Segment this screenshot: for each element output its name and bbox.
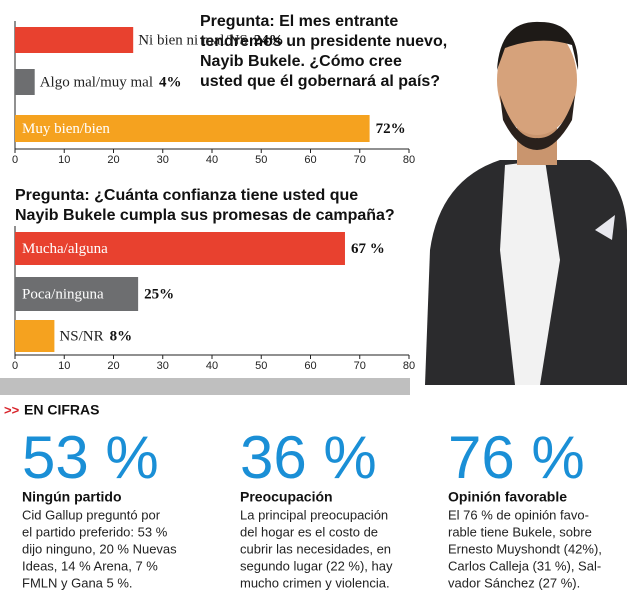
- category-label: Algo mal/muy mal: [40, 74, 153, 90]
- x-tick-label: 30: [157, 360, 169, 372]
- value-label: 25%: [144, 286, 174, 302]
- stat-figure: 53 %: [22, 424, 159, 491]
- x-tick-label: 10: [58, 154, 70, 166]
- x-tick-label: 10: [58, 360, 70, 372]
- x-tick-label: 0: [12, 360, 18, 372]
- stat-text: Ideas, 14 % Arena, 7 %: [22, 558, 158, 573]
- stat-text: La principal preocupación: [240, 507, 388, 522]
- bar: [15, 69, 35, 95]
- x-tick-label: 20: [107, 154, 119, 166]
- stat-text: Ernesto Muyshondt (42%),: [448, 541, 602, 556]
- stat-text: vador Sánchez (27 %).: [448, 575, 580, 590]
- stat-text: segundo lugar (22 %), hay: [240, 558, 393, 573]
- x-tick-label: 80: [403, 154, 415, 166]
- x-tick-label: 50: [255, 360, 267, 372]
- x-tick-label: 60: [304, 360, 316, 372]
- stat-heading: Preocupación: [240, 489, 333, 505]
- x-tick-label: 60: [304, 154, 316, 166]
- x-tick-label: 40: [206, 154, 218, 166]
- category-label: Muy bien/bien: [22, 121, 110, 137]
- stat-text: El 76 % de opinión favo-: [448, 507, 589, 522]
- x-tick-label: 70: [354, 360, 366, 372]
- stat-figure: 36 %: [240, 424, 377, 491]
- chart-title: tendremos un presidente nuevo,: [200, 33, 447, 50]
- category-label: Poca/ninguna: [22, 286, 104, 302]
- x-tick-label: 80: [403, 360, 415, 372]
- category-label: NS/NR: [59, 328, 103, 344]
- stat-text: el partido preferido: 53 %: [22, 524, 168, 539]
- value-label: 24%: [254, 32, 284, 48]
- x-tick-label: 50: [255, 154, 267, 166]
- chart-title: Nayib Bukele. ¿Cómo cree: [200, 53, 402, 70]
- x-tick-label: 40: [206, 360, 218, 372]
- stat-figure: 76 %: [448, 424, 585, 491]
- bar: [15, 232, 345, 265]
- section-title: EN CIFRAS: [24, 402, 99, 418]
- stat-text: cubrir las necesidades, en: [240, 541, 391, 556]
- value-label: 67 %: [351, 241, 385, 257]
- value-label: 8%: [110, 328, 132, 344]
- chart-title: Pregunta: ¿Cuánta confianza tiene usted …: [15, 187, 358, 204]
- section-marker: >>: [4, 402, 20, 417]
- x-tick-label: 70: [354, 154, 366, 166]
- category-label: Mucha/alguna: [22, 241, 108, 257]
- stat-text: rable tiene Bukele, sobre: [448, 524, 592, 539]
- value-label: 4%: [159, 74, 182, 90]
- stat-text: mucho crimen y violencia.: [240, 575, 390, 590]
- photo: [425, 21, 627, 385]
- stat-text: Cid Gallup preguntó por: [22, 507, 161, 522]
- divider-strip: [0, 378, 410, 395]
- chart-title: Pregunta: El mes entrante: [200, 13, 398, 30]
- stat-text: Carlos Calleja (31 %), Sal-: [448, 558, 601, 573]
- chart-title: usted que él gobernará al país?: [200, 73, 440, 90]
- bar: [15, 320, 55, 352]
- value-label: 72%: [376, 121, 406, 137]
- bar: [15, 277, 139, 311]
- bar: [15, 115, 370, 142]
- stat-text: del hogar es el costo de: [240, 524, 378, 539]
- category-label: Ni bien ni mal/NS: [138, 32, 248, 48]
- x-tick-label: 30: [157, 154, 169, 166]
- x-tick-label: 20: [107, 360, 119, 372]
- stat-text: FMLN y Gana 5 %.: [22, 575, 133, 590]
- stat-heading: Opinión favorable: [448, 489, 567, 505]
- stat-text: dijo ninguno, 20 % Nuevas: [22, 541, 177, 556]
- chart-title: Nayib Bukele cumpla sus promesas de camp…: [15, 207, 395, 224]
- stat-heading: Ningún partido: [22, 489, 122, 505]
- x-tick-label: 0: [12, 154, 18, 166]
- bar: [15, 27, 134, 53]
